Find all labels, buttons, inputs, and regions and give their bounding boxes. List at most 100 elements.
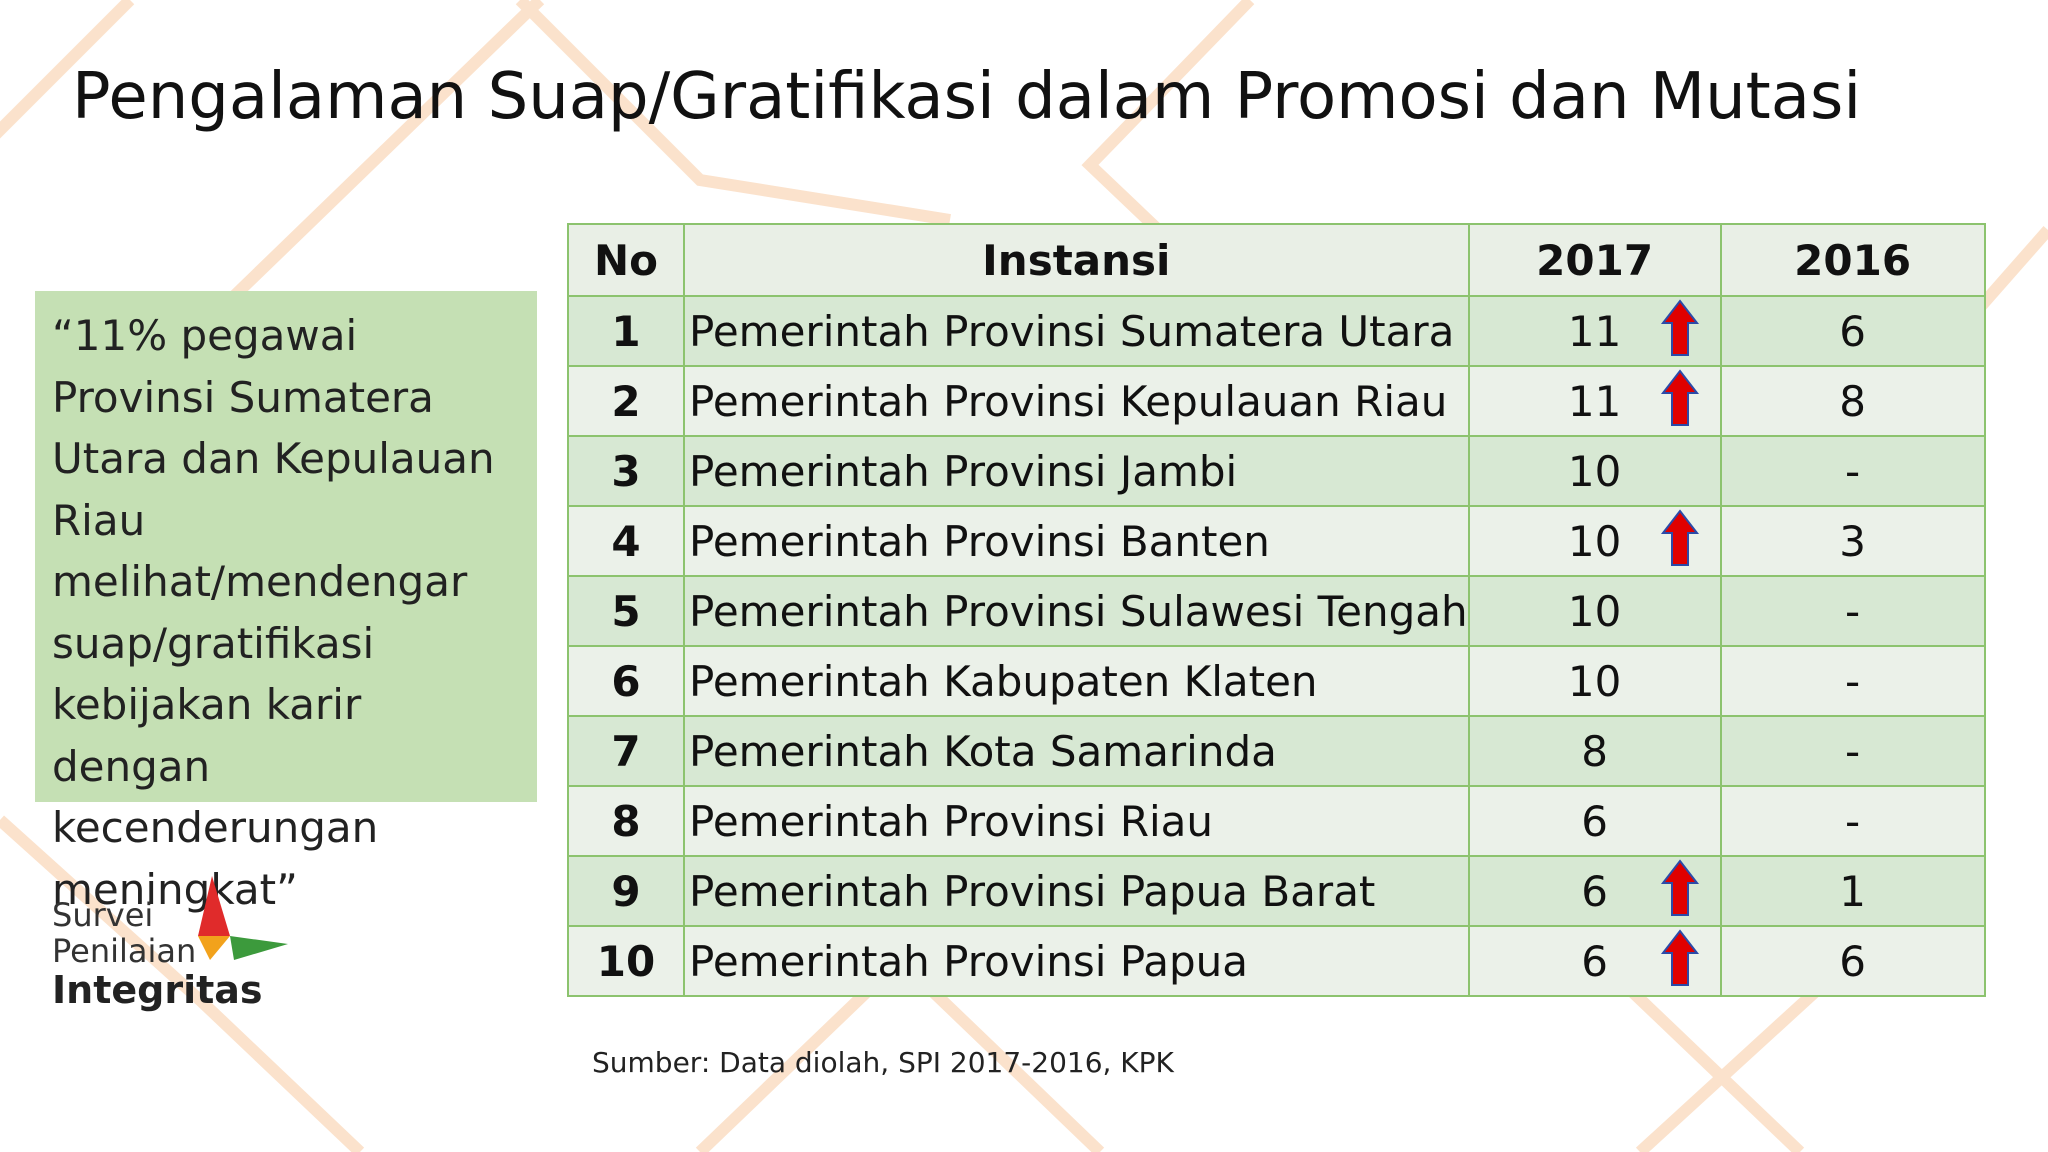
up-arrow (1660, 929, 1699, 986)
table-cell: - (1719, 435, 1986, 507)
header-cell: Instansi (683, 223, 1470, 297)
cell-text: 10 (1567, 446, 1622, 496)
cell-text: - (1845, 796, 1861, 846)
table-cell: 5 (567, 575, 685, 647)
cell-text: 6 (1839, 306, 1866, 356)
table-cell: 2 (567, 365, 685, 437)
table-cell: 1 (1719, 855, 1986, 927)
cell-text: 8 (1581, 726, 1608, 776)
cell-text: 7 (611, 726, 641, 776)
cell-text: - (1845, 656, 1861, 706)
cell-text: 8 (611, 796, 641, 846)
cell-text: 2 (611, 376, 641, 426)
table-cell: Pemerintah Kota Samarinda (683, 715, 1470, 787)
cell-text: 6 (611, 656, 641, 706)
cell-text: 3 (611, 446, 641, 496)
table-cell: 6 (1467, 925, 1722, 997)
table-cell: 7 (567, 715, 685, 787)
logo-text: Integritas (52, 968, 263, 1012)
up-arrow (1660, 509, 1699, 566)
table-cell: 10 (1467, 435, 1722, 507)
table-cell: - (1719, 645, 1986, 717)
cell-text: 10 (1567, 586, 1622, 636)
cell-text: 5 (611, 586, 641, 636)
logo-text: Penilaian (52, 932, 197, 970)
table-cell: - (1719, 575, 1986, 647)
cell-text: 1 (1839, 866, 1866, 916)
cell-text: 9 (611, 866, 641, 916)
table-cell: 6 (1719, 295, 1986, 367)
header-cell: 2017 (1467, 223, 1722, 297)
cell-text: 6 (1839, 936, 1866, 986)
logo: Survei Penilaian Integritas (52, 876, 302, 1016)
cell-text: 8 (1839, 376, 1866, 426)
table-cell: - (1719, 785, 1986, 857)
table-cell: 6 (1467, 785, 1722, 857)
table-cell: 10 (1467, 505, 1722, 577)
cell-text: - (1845, 446, 1861, 496)
table-cell: Pemerintah Provinsi Sumatera Utara (683, 295, 1470, 367)
logo-text: Survei (52, 896, 154, 934)
table-cell: 10 (1467, 575, 1722, 647)
table-row: 6 Pemerintah Kabupaten Klaten 10 - (567, 645, 1986, 717)
table-row: 4 Pemerintah Provinsi Banten 10 3 (567, 505, 1986, 577)
table-cell: Pemerintah Provinsi Jambi (683, 435, 1470, 507)
cell-text: Pemerintah Provinsi Riau (689, 796, 1214, 846)
table-cell: Pemerintah Provinsi Papua Barat (683, 855, 1470, 927)
cell-text: Pemerintah Provinsi Kepulauan Riau (689, 376, 1448, 426)
table-row: 5 Pemerintah Provinsi Sulawesi Tengah 10 - (567, 575, 1986, 647)
table-row: 10 Pemerintah Provinsi Papua 6 6 (567, 925, 1986, 997)
table-row: 9 Pemerintah Provinsi Papua Barat 6 1 (567, 855, 1986, 927)
table-cell: 3 (1719, 505, 1986, 577)
table-cell: 8 (1719, 365, 1986, 437)
table-cell: Pemerintah Kabupaten Klaten (683, 645, 1470, 717)
table-row: 1 Pemerintah Provinsi Sumatera Utara 11 6 (567, 295, 1986, 367)
table-cell: - (1719, 715, 1986, 787)
cell-text: 6 (1581, 796, 1608, 846)
table-cell: Pemerintah Provinsi Papua (683, 925, 1470, 997)
cell-text: 11 (1567, 376, 1622, 426)
slide-title: Pengalaman Suap/Gratifikasi dalam Promos… (72, 60, 1862, 134)
cell-text: 6 (1581, 866, 1608, 916)
up-arrow (1660, 369, 1699, 426)
cell-text: Pemerintah Provinsi Papua (689, 936, 1249, 986)
table-cell: Pemerintah Provinsi Sulawesi Tengah (683, 575, 1470, 647)
cell-text: 4 (611, 516, 641, 566)
table-cell: Pemerintah Provinsi Banten (683, 505, 1470, 577)
table-cell: 9 (567, 855, 685, 927)
table-cell: 3 (567, 435, 685, 507)
cell-text: 10 (1567, 656, 1622, 706)
source-note: Sumber: Data diolah, SPI 2017-2016, KPK (592, 1046, 1174, 1079)
table-row: 3 Pemerintah Provinsi Jambi 10 - (567, 435, 1986, 507)
cell-text: 6 (1581, 936, 1608, 986)
header-row: No Instansi 2017 2016 (567, 223, 1986, 297)
cell-text: 11 (1567, 306, 1622, 356)
up-arrow (1660, 859, 1699, 916)
cell-text: Pemerintah Kota Samarinda (689, 726, 1277, 776)
header-cell: No (567, 223, 685, 297)
table-cell: 6 (567, 645, 685, 717)
logo-icon (198, 876, 288, 960)
cell-text: Pemerintah Provinsi Papua Barat (689, 866, 1376, 916)
table-cell: 10 (567, 925, 685, 997)
cell-text: - (1845, 726, 1861, 776)
up-arrow (1660, 299, 1699, 356)
cell-text: 10 (1567, 516, 1622, 566)
header-cell: 2016 (1719, 223, 1986, 297)
cell-text: Pemerintah Provinsi Banten (689, 516, 1270, 566)
table-cell: 6 (1467, 855, 1722, 927)
table-cell: 1 (567, 295, 685, 367)
table-cell: 8 (1467, 715, 1722, 787)
table-cell: 10 (1467, 645, 1722, 717)
quote-box: “11% pegawai Provinsi Sumatera Utara dan… (35, 291, 537, 914)
data-table: No Instansi 2017 2016 1 Pemerintah Provin… (567, 223, 1986, 997)
cell-text: Pemerintah Provinsi Sulawesi Tengah (689, 586, 1468, 636)
table-cell: 11 (1467, 365, 1722, 437)
cell-text: 10 (596, 936, 656, 986)
table-cell: Pemerintah Provinsi Riau (683, 785, 1470, 857)
table-cell: 11 (1467, 295, 1722, 367)
cell-text: Pemerintah Provinsi Jambi (689, 446, 1238, 496)
table-row: 7 Pemerintah Kota Samarinda 8 - (567, 715, 1986, 787)
cell-text: - (1845, 586, 1861, 636)
